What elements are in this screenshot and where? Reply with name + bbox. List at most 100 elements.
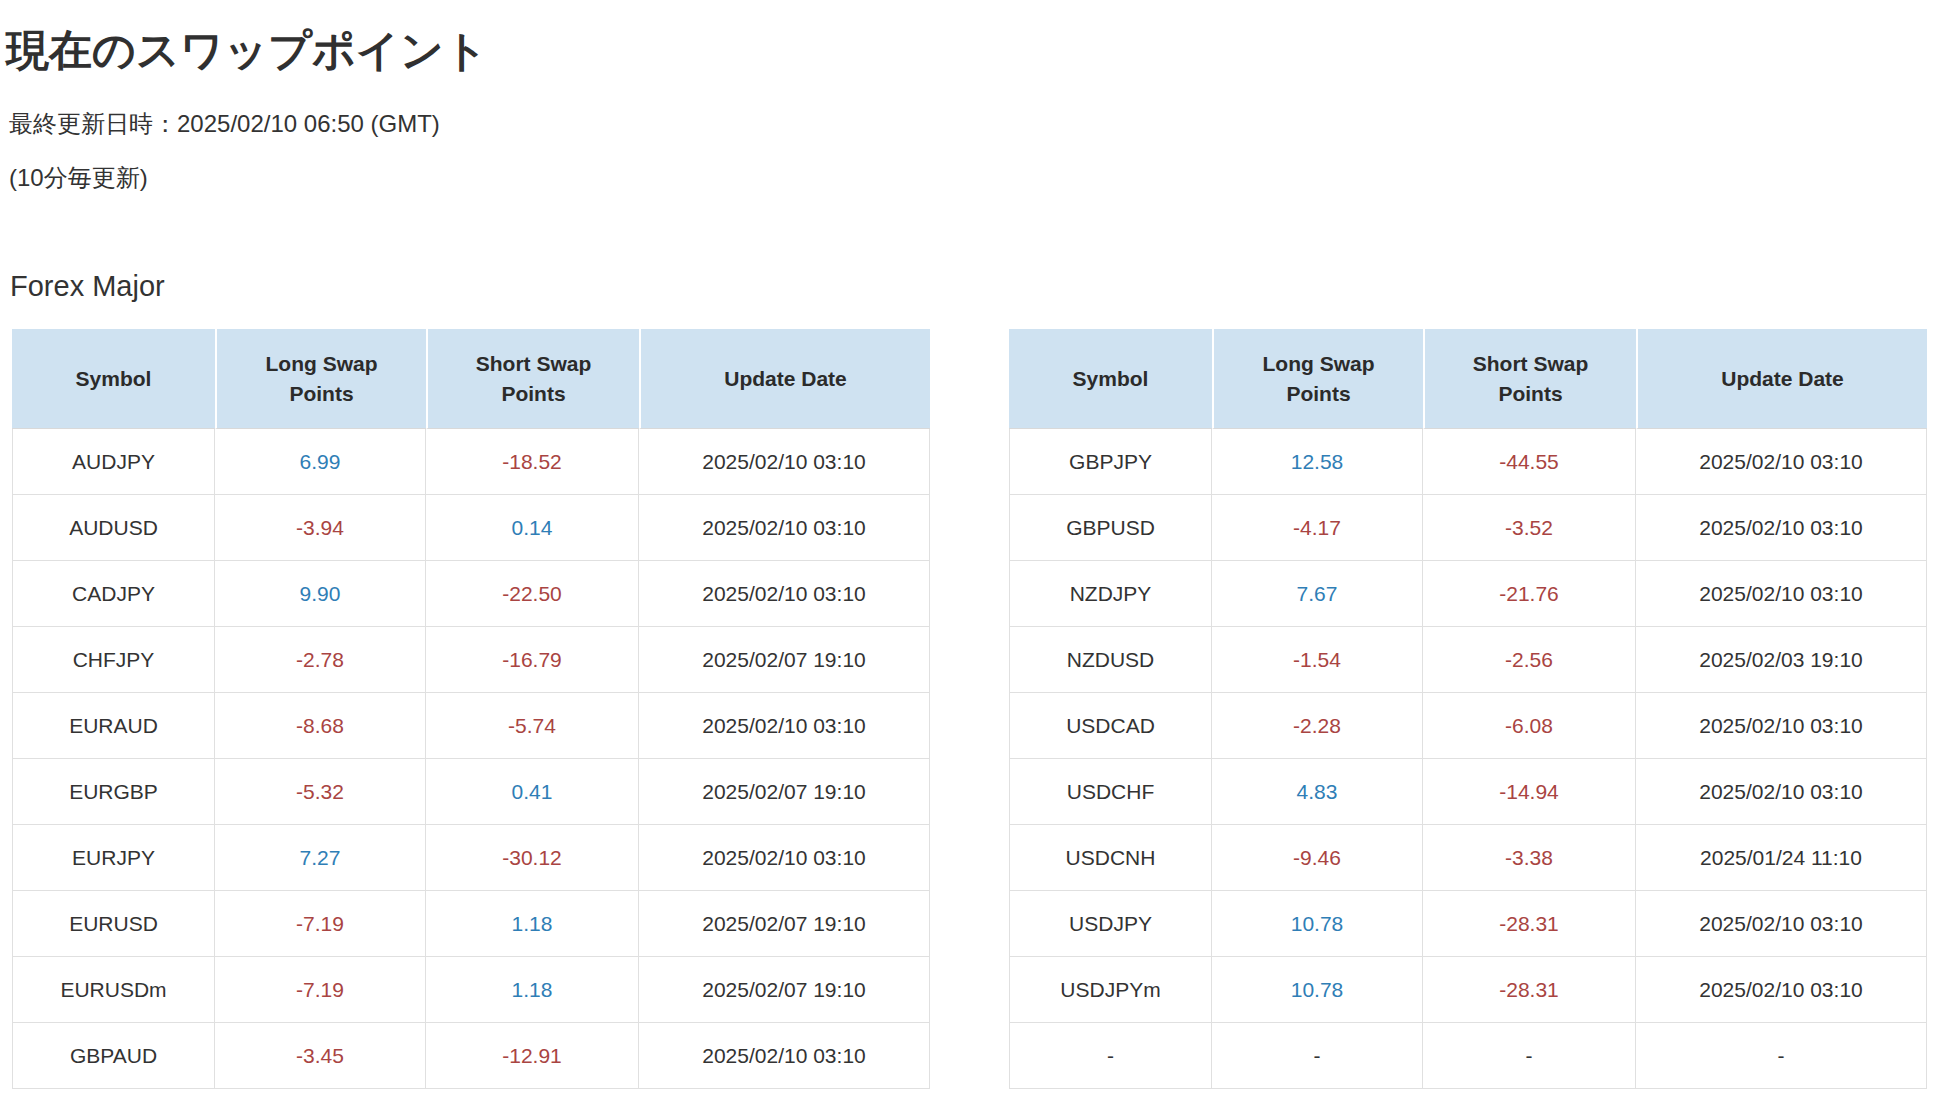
cell-long-swap-points: 9.90 [215,561,426,627]
column-header-update-date: Update Date [639,329,930,429]
cell-short-swap-points: -2.56 [1423,627,1636,693]
cell-symbol: EURAUD [12,693,215,759]
table-row: USDCHF4.83-14.942025/02/10 03:10 [1009,759,1927,825]
last-update-timestamp: 最終更新日時：2025/02/10 06:50 (GMT) [9,108,1935,140]
cell-symbol: - [1009,1023,1212,1089]
cell-short-swap-points: -3.52 [1423,495,1636,561]
table-row: CADJPY9.90-22.502025/02/10 03:10 [12,561,930,627]
table-row: GBPJPY12.58-44.552025/02/10 03:10 [1009,429,1927,495]
column-header-short-swap-points: Short Swap Points [1423,329,1636,429]
cell-update-date: 2025/02/10 03:10 [1636,495,1927,561]
table-row: AUDUSD-3.940.142025/02/10 03:10 [12,495,930,561]
cell-symbol: AUDUSD [12,495,215,561]
cell-update-date: 2025/02/07 19:10 [639,627,930,693]
section-title-forex-major: Forex Major [10,270,1935,303]
cell-update-date: 2025/02/07 19:10 [639,759,930,825]
table-row: ---- [1009,1023,1927,1089]
table-row: USDCAD-2.28-6.082025/02/10 03:10 [1009,693,1927,759]
table-row: EURGBP-5.320.412025/02/07 19:10 [12,759,930,825]
cell-short-swap-points: -28.31 [1423,891,1636,957]
cell-short-swap-points: 0.41 [426,759,639,825]
column-header-long-swap-points: Long Swap Points [1212,329,1423,429]
cell-short-swap-points: -16.79 [426,627,639,693]
cell-symbol: USDJPY [1009,891,1212,957]
header-row: SymbolLong Swap PointsShort Swap PointsU… [12,329,930,429]
cell-symbol: EURGBP [12,759,215,825]
cell-long-swap-points: -3.94 [215,495,426,561]
cell-update-date: 2025/02/07 19:10 [639,891,930,957]
cell-short-swap-points: -3.38 [1423,825,1636,891]
cell-update-date: 2025/02/10 03:10 [639,561,930,627]
column-header-symbol: Symbol [12,329,215,429]
cell-symbol: GBPUSD [1009,495,1212,561]
table-row: GBPAUD-3.45-12.912025/02/10 03:10 [12,1023,930,1089]
cell-update-date: 2025/02/10 03:10 [639,825,930,891]
table-row: EURJPY7.27-30.122025/02/10 03:10 [12,825,930,891]
cell-long-swap-points: 6.99 [215,429,426,495]
column-header-long-swap-points: Long Swap Points [215,329,426,429]
cell-short-swap-points: -14.94 [1423,759,1636,825]
swap-tables-container: SymbolLong Swap PointsShort Swap PointsU… [12,329,1935,1089]
cell-symbol: AUDJPY [12,429,215,495]
cell-update-date: 2025/02/10 03:10 [639,495,930,561]
cell-short-swap-points: -18.52 [426,429,639,495]
update-interval-note: (10分毎更新) [9,162,1935,194]
table-row: USDJPYm10.78-28.312025/02/10 03:10 [1009,957,1927,1023]
table-row: GBPUSD-4.17-3.522025/02/10 03:10 [1009,495,1927,561]
cell-short-swap-points: 0.14 [426,495,639,561]
cell-update-date: 2025/02/10 03:10 [1636,891,1927,957]
cell-long-swap-points: -5.32 [215,759,426,825]
cell-symbol: CADJPY [12,561,215,627]
cell-long-swap-points: -9.46 [1212,825,1423,891]
cell-long-swap-points: -2.28 [1212,693,1423,759]
cell-short-swap-points: -28.31 [1423,957,1636,1023]
cell-update-date: 2025/02/07 19:10 [639,957,930,1023]
swap-points-page: 現在のスワップポイント 最終更新日時：2025/02/10 06:50 (GMT… [0,22,1935,1100]
table-row: NZDJPY7.67-21.762025/02/10 03:10 [1009,561,1927,627]
cell-long-swap-points: 10.78 [1212,957,1423,1023]
table-row: EURUSDm-7.191.182025/02/07 19:10 [12,957,930,1023]
cell-long-swap-points: -1.54 [1212,627,1423,693]
cell-update-date: - [1636,1023,1927,1089]
cell-short-swap-points: 1.18 [426,891,639,957]
cell-update-date: 2025/02/10 03:10 [639,693,930,759]
cell-symbol: NZDJPY [1009,561,1212,627]
cell-long-swap-points: 12.58 [1212,429,1423,495]
cell-symbol: USDCAD [1009,693,1212,759]
cell-long-swap-points: 7.67 [1212,561,1423,627]
cell-update-date: 2025/01/24 11:10 [1636,825,1927,891]
table-row: USDJPY10.78-28.312025/02/10 03:10 [1009,891,1927,957]
table-row: AUDJPY6.99-18.522025/02/10 03:10 [12,429,930,495]
cell-update-date: 2025/02/10 03:10 [1636,429,1927,495]
cell-long-swap-points: 10.78 [1212,891,1423,957]
cell-long-swap-points: -2.78 [215,627,426,693]
cell-update-date: 2025/02/10 03:10 [1636,561,1927,627]
cell-long-swap-points: 4.83 [1212,759,1423,825]
cell-short-swap-points: -22.50 [426,561,639,627]
cell-long-swap-points: -8.68 [215,693,426,759]
table-row: NZDUSD-1.54-2.562025/02/03 19:10 [1009,627,1927,693]
column-header-short-swap-points: Short Swap Points [426,329,639,429]
cell-update-date: 2025/02/10 03:10 [639,429,930,495]
table-row: EURAUD-8.68-5.742025/02/10 03:10 [12,693,930,759]
cell-long-swap-points: -7.19 [215,957,426,1023]
cell-update-date: 2025/02/03 19:10 [1636,627,1927,693]
cell-short-swap-points: -30.12 [426,825,639,891]
cell-short-swap-points: -12.91 [426,1023,639,1089]
cell-update-date: 2025/02/10 03:10 [1636,759,1927,825]
column-header-update-date: Update Date [1636,329,1927,429]
table-row: EURUSD-7.191.182025/02/07 19:10 [12,891,930,957]
cell-long-swap-points: - [1212,1023,1423,1089]
cell-symbol: USDCNH [1009,825,1212,891]
swap-points-table-right: SymbolLong Swap PointsShort Swap PointsU… [1009,329,1927,1089]
header-row: SymbolLong Swap PointsShort Swap PointsU… [1009,329,1927,429]
cell-short-swap-points: -6.08 [1423,693,1636,759]
cell-update-date: 2025/02/10 03:10 [1636,957,1927,1023]
column-header-symbol: Symbol [1009,329,1212,429]
cell-short-swap-points: -21.76 [1423,561,1636,627]
cell-short-swap-points: -5.74 [426,693,639,759]
cell-symbol: EURUSD [12,891,215,957]
cell-symbol: USDJPYm [1009,957,1212,1023]
cell-symbol: GBPAUD [12,1023,215,1089]
table-row: USDCNH-9.46-3.382025/01/24 11:10 [1009,825,1927,891]
